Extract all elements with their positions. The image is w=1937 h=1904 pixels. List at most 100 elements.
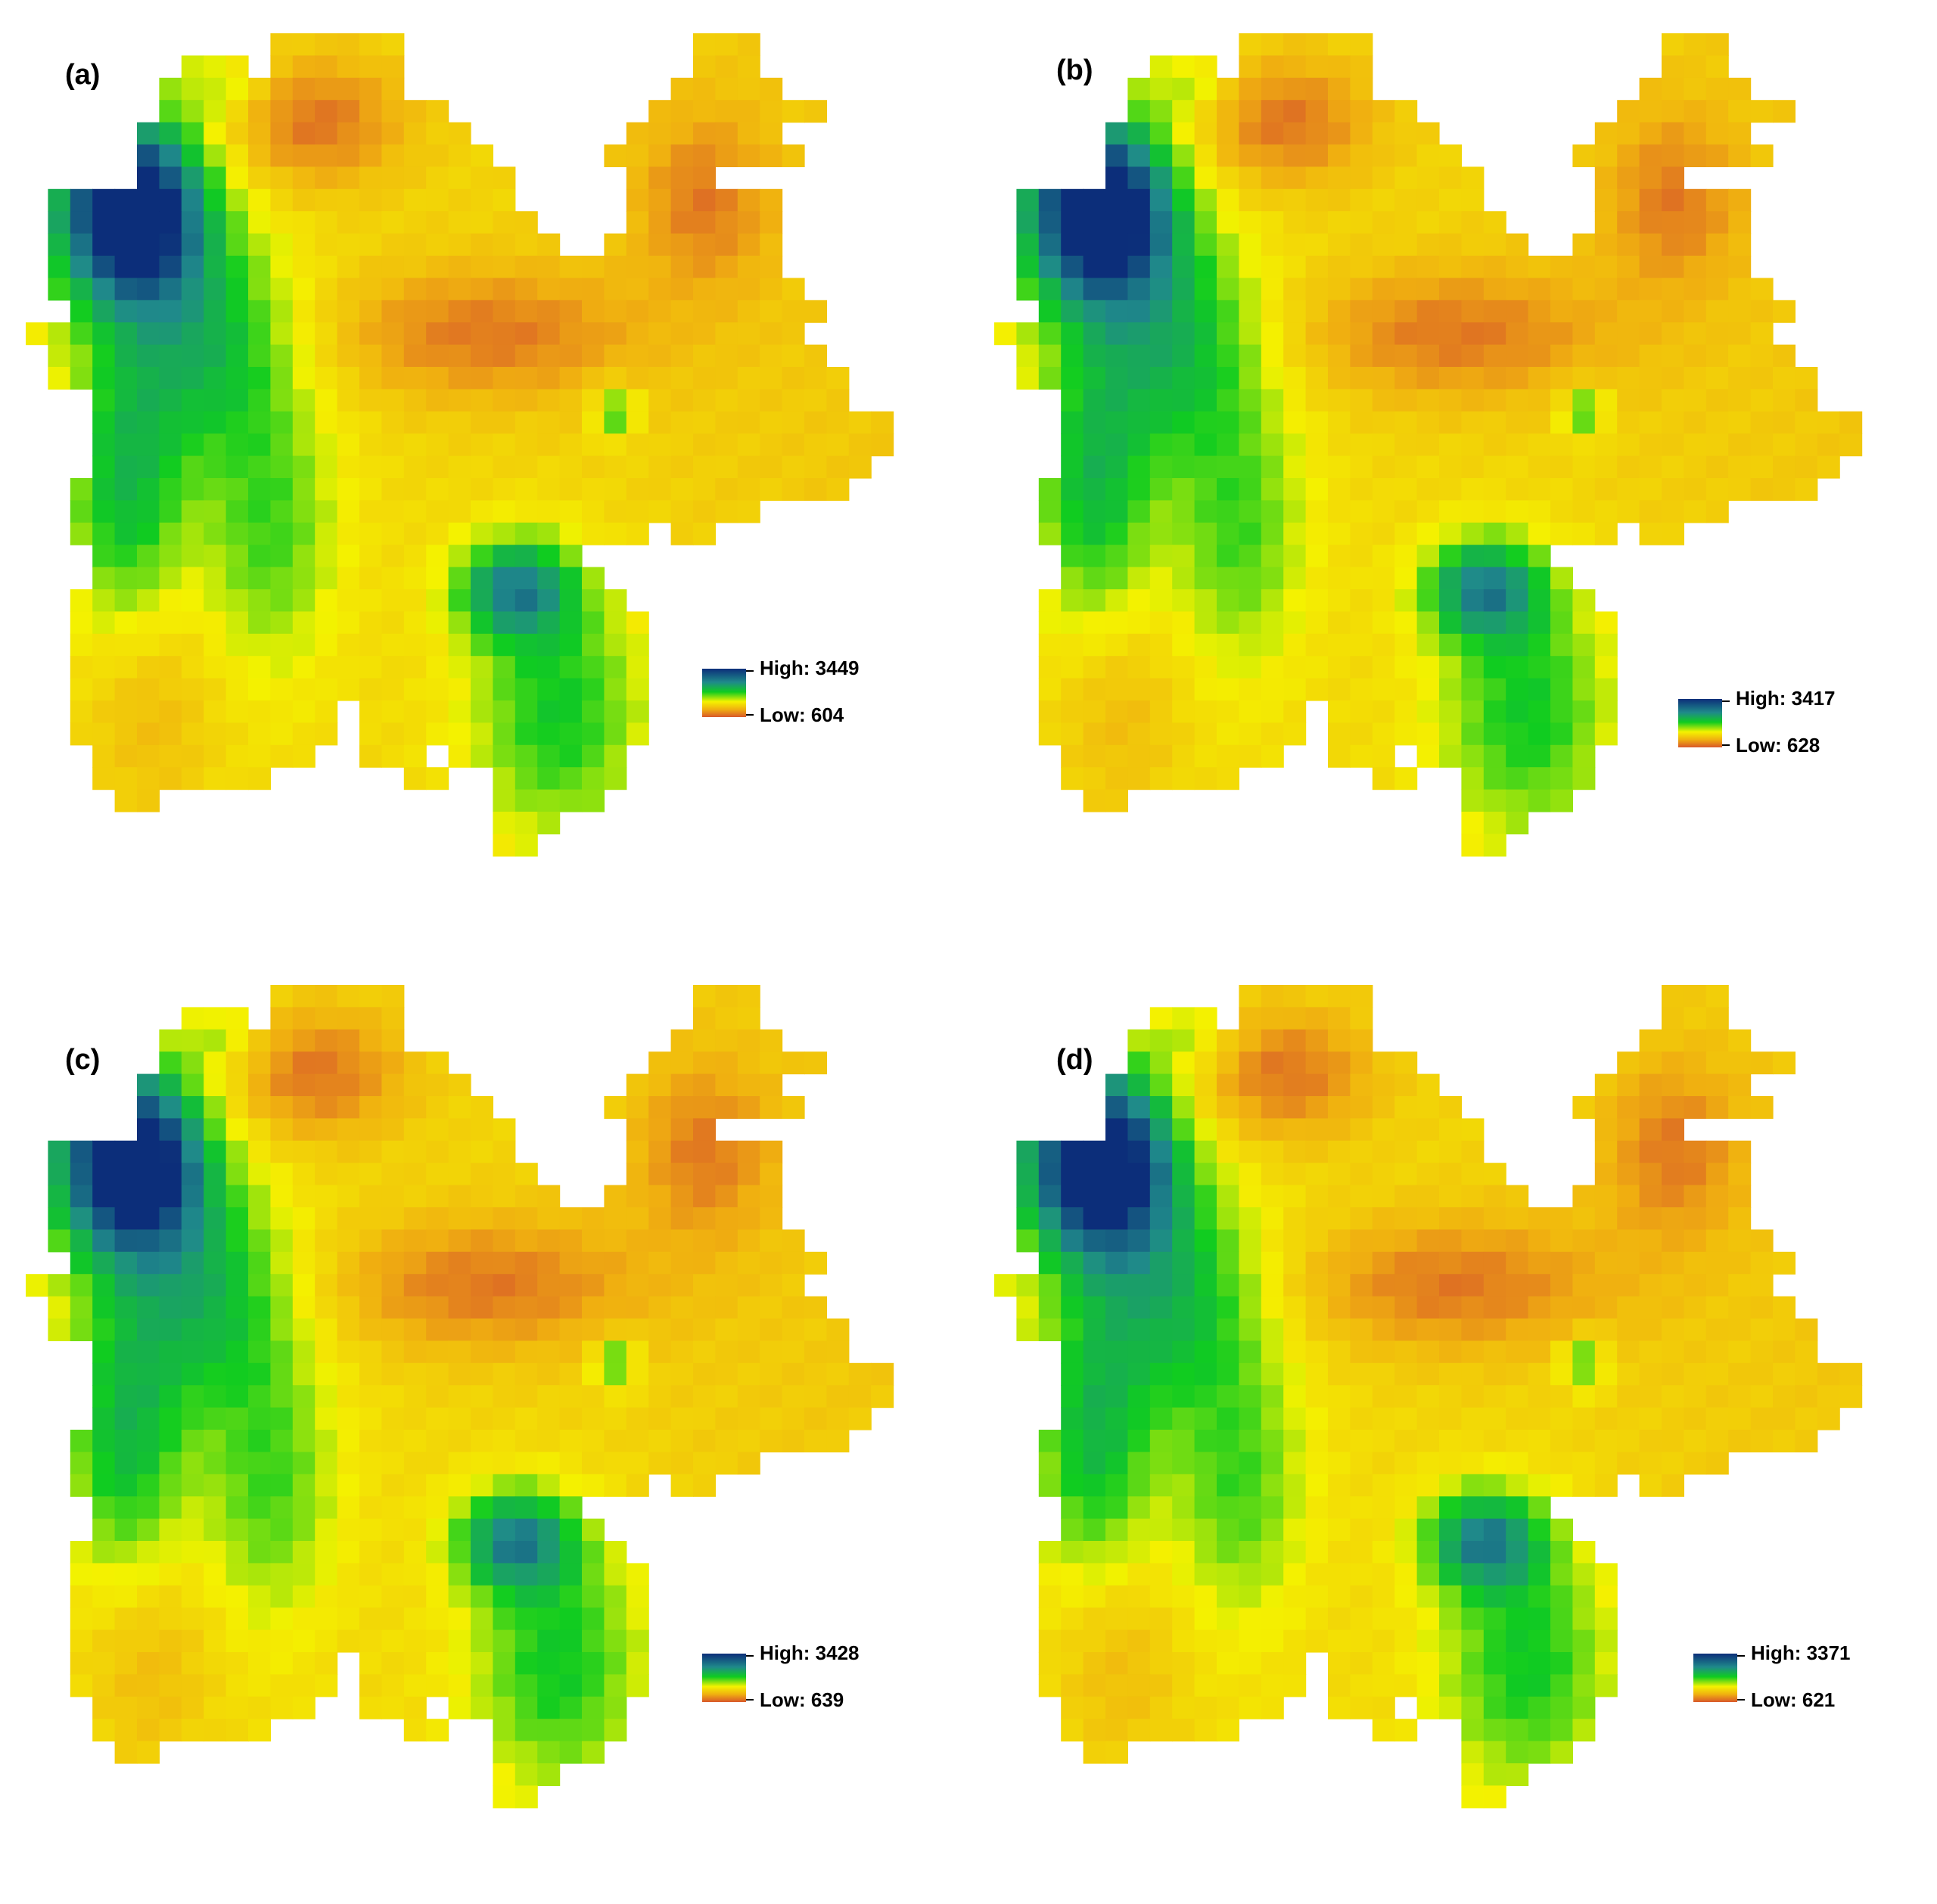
raster-cell	[515, 722, 538, 746]
raster-cell	[515, 1563, 538, 1586]
raster-cell	[1795, 411, 1818, 434]
raster-cell	[359, 344, 382, 368]
raster-cell	[181, 300, 204, 323]
raster-cell	[137, 1362, 160, 1386]
raster-cell	[493, 1319, 516, 1341]
raster-cell	[1705, 455, 1729, 479]
raster-cell	[1038, 611, 1062, 635]
raster-cell	[1038, 700, 1062, 723]
raster-cell	[1617, 1163, 1640, 1186]
raster-cell	[1261, 1296, 1284, 1319]
raster-cell	[1283, 1496, 1307, 1520]
raster-cell	[1461, 478, 1485, 501]
raster-cell	[559, 700, 583, 723]
raster-cell	[1239, 1073, 1262, 1097]
raster-cell	[1328, 256, 1351, 278]
raster-cell	[92, 1629, 116, 1653]
raster-cell	[1506, 433, 1529, 457]
raster-cell	[426, 1140, 449, 1163]
raster-cell	[1172, 188, 1195, 212]
raster-cell	[292, 1696, 316, 1719]
raster-cell	[1439, 322, 1462, 346]
raster-cell	[1016, 367, 1040, 390]
raster-cell	[1684, 322, 1707, 346]
raster-cell	[1728, 122, 1752, 145]
raster-cell	[1684, 411, 1707, 434]
raster-cell	[1016, 1229, 1040, 1253]
raster-cell	[225, 1163, 249, 1186]
raster-cell	[1261, 33, 1284, 56]
raster-cell	[403, 1452, 427, 1475]
raster-cell	[381, 1541, 405, 1564]
raster-cell	[92, 278, 116, 301]
raster-cell	[1105, 1118, 1128, 1141]
raster-cell	[1750, 455, 1774, 479]
raster-cell	[626, 1452, 649, 1475]
raster-cell	[1728, 1319, 1752, 1341]
raster-cell	[693, 122, 716, 145]
raster-cell	[1594, 300, 1618, 323]
raster-cell	[471, 567, 493, 590]
raster-cell	[1750, 1385, 1774, 1409]
raster-cell	[381, 278, 405, 301]
raster-cell	[1149, 1073, 1173, 1097]
raster-cell	[1061, 678, 1084, 701]
legend-color-ramp	[1693, 1654, 1737, 1702]
raster-cell	[292, 1007, 316, 1030]
raster-cell	[1305, 278, 1329, 301]
raster-cell	[1617, 1340, 1640, 1364]
raster-cell	[737, 367, 760, 390]
raster-cell	[1461, 256, 1485, 278]
raster-cell	[359, 1096, 382, 1119]
raster-cell	[1328, 1585, 1351, 1608]
raster-cell	[471, 166, 493, 190]
raster-cell	[471, 144, 493, 167]
raster-cell	[1684, 1163, 1707, 1186]
raster-cell	[1550, 1340, 1573, 1364]
raster-cell	[1572, 1607, 1596, 1631]
raster-cell	[1172, 722, 1195, 746]
raster-cell	[1572, 633, 1596, 657]
raster-cell	[1639, 1029, 1662, 1052]
raster-cell	[1528, 1474, 1551, 1497]
raster-cell	[471, 1185, 493, 1208]
raster-cell	[1394, 1430, 1418, 1452]
raster-cell	[248, 522, 271, 545]
raster-cell	[493, 1385, 516, 1409]
raster-cell	[804, 367, 827, 390]
raster-cell	[737, 985, 760, 1008]
raster-cell	[1684, 344, 1707, 368]
raster-cell	[1750, 1096, 1774, 1119]
raster-cell	[181, 77, 204, 101]
raster-cell	[1149, 1163, 1173, 1186]
raster-cell	[1416, 1585, 1440, 1608]
raster-cell	[159, 100, 182, 123]
raster-cell	[337, 1629, 360, 1653]
raster-cell	[1083, 389, 1106, 412]
raster-cell	[1172, 300, 1195, 323]
raster-cell	[1217, 1585, 1239, 1608]
raster-cell	[1283, 522, 1307, 545]
raster-cell	[1416, 478, 1440, 501]
raster-cell	[1038, 633, 1062, 657]
raster-cell	[1483, 1541, 1506, 1564]
raster-cell	[1461, 1518, 1485, 1542]
raster-cell	[159, 344, 182, 368]
raster-cell	[1439, 1118, 1462, 1141]
raster-cell	[626, 656, 649, 679]
raster-cell	[1461, 522, 1485, 545]
raster-cell	[493, 834, 516, 857]
raster-cell	[537, 1763, 561, 1786]
raster-cell	[248, 1274, 271, 1297]
raster-cell	[1127, 478, 1151, 501]
raster-cell	[1239, 1585, 1262, 1608]
raster-cell	[1728, 1163, 1752, 1186]
raster-cell	[1328, 500, 1351, 523]
raster-cell	[1639, 233, 1662, 256]
raster-cell	[315, 188, 338, 212]
raster-cell	[471, 211, 493, 235]
raster-cell	[1483, 522, 1506, 545]
raster-cell	[693, 300, 716, 323]
raster-cell	[1483, 1430, 1506, 1452]
raster-cell	[359, 300, 382, 323]
